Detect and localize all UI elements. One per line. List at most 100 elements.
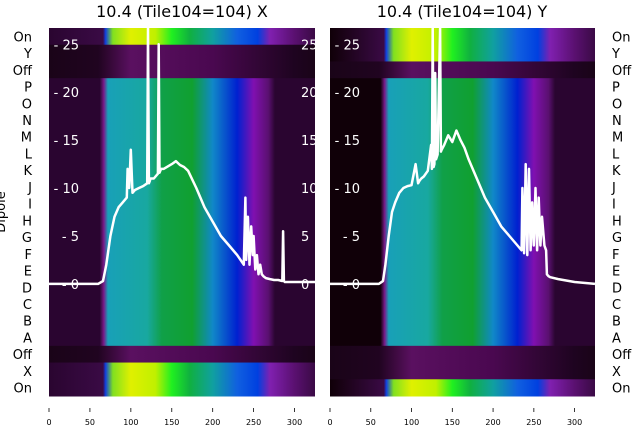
power-line-series	[330, 26, 596, 286]
heatmap-row-e	[49, 262, 315, 280]
heatmap-row-b	[49, 312, 315, 330]
heatmap-row-off	[49, 61, 315, 79]
row-label: J	[611, 181, 616, 196]
row-label: F	[612, 248, 619, 263]
row-label: F	[25, 248, 32, 263]
row-label: H	[22, 214, 32, 229]
row-label: On	[14, 382, 32, 397]
overlay-y-tick-label-clipped: 10	[301, 182, 318, 197]
row-label: B	[23, 315, 32, 330]
heatmap-row-p	[49, 78, 315, 96]
heatmap-row-h	[49, 212, 315, 230]
heatmap-row-on	[330, 28, 595, 46]
heatmap-row-on	[330, 379, 595, 397]
row-label: I	[612, 198, 616, 213]
row-label: Off	[13, 348, 33, 363]
y-axis-label: Dipole	[0, 191, 9, 232]
overlay-y-tick-label: - 15	[54, 134, 79, 149]
x-tick-label: 150	[445, 418, 460, 427]
x-tick-label: 300	[287, 418, 302, 427]
row-label: M	[612, 131, 623, 146]
heatmap-row-i	[330, 195, 595, 213]
row-label: L	[612, 147, 620, 162]
row-label: K	[612, 164, 621, 179]
heatmap-row-k	[49, 161, 315, 180]
overlay-y-tick-label: - 20	[335, 86, 360, 101]
heatmap-row-k	[330, 161, 595, 180]
panel-title: 10.4 (Tile104=104) Y	[377, 2, 548, 21]
x-tick-label: 250	[526, 418, 541, 427]
heatmap-row-j	[330, 178, 595, 196]
x-tick-label: 300	[567, 418, 582, 427]
x-tick-label: 0	[327, 418, 332, 427]
heatmap-row-d	[330, 278, 595, 297]
panel-title: 10.4 (Tile104=104) X	[96, 2, 268, 21]
row-label: I	[28, 198, 32, 213]
overlay-y-tick-label: - 0	[343, 278, 360, 293]
overlay-y-tick-label: - 25	[54, 38, 79, 53]
row-label: D	[22, 281, 32, 296]
row-label: K	[23, 164, 32, 179]
overlay-y-tick-label: - 5	[62, 230, 79, 245]
heatmap-row-e	[330, 262, 595, 280]
heatmap-row-off	[330, 61, 595, 79]
heatmap-row-c	[330, 295, 595, 313]
row-label: On	[612, 382, 630, 397]
row-label: N	[612, 114, 622, 129]
heatmap-row-off	[330, 345, 595, 364]
overlay-y-tick-label: - 10	[335, 182, 360, 197]
x-tick-label: 100	[404, 418, 419, 427]
x-tick-label: 50	[366, 418, 376, 427]
row-label: P	[24, 81, 32, 96]
row-label: C	[612, 298, 621, 313]
heatmap-row-n	[330, 111, 595, 129]
overlay-y-tick-label-clipped: 0	[301, 278, 309, 293]
heatmap-row-i	[49, 195, 315, 213]
overlay-y-tick-label: - 10	[54, 182, 79, 197]
heatmap-row-c	[49, 295, 315, 313]
heatmap-row-l	[330, 145, 595, 163]
heatmap-row-f	[330, 245, 595, 263]
overlay-y-tick-label: - 25	[335, 38, 360, 53]
heatmap-row-m	[330, 128, 595, 146]
heatmap-row-g	[330, 228, 595, 246]
overlay-y-tick-label-clipped: 5	[301, 230, 309, 245]
heatmap-row-n	[49, 111, 315, 129]
row-label: G	[612, 231, 622, 246]
heatmap-row-b	[330, 312, 595, 330]
row-label: On	[612, 30, 630, 45]
heatmap-row-j	[49, 178, 315, 196]
row-label: M	[21, 131, 32, 146]
heatmap-row-a	[49, 329, 315, 347]
row-label: Off	[612, 64, 632, 79]
x-tick-label: 200	[485, 418, 500, 427]
x-tick-label: 50	[85, 418, 95, 427]
row-label: D	[612, 281, 622, 296]
row-label: N	[22, 114, 32, 129]
row-label: A	[23, 331, 32, 346]
x-tick-label: 200	[205, 418, 220, 427]
row-label: Off	[13, 64, 33, 79]
heatmap-row-y	[330, 44, 595, 62]
row-label: Y	[611, 47, 620, 62]
heatmap-row-o	[330, 94, 595, 113]
row-label: J	[27, 181, 32, 196]
row-label: Y	[23, 47, 32, 62]
row-label: H	[612, 214, 622, 229]
heatmap-row-h	[330, 212, 595, 230]
x-tick-label: 250	[246, 418, 261, 427]
heatmap-row-off	[49, 345, 315, 364]
x-tick-label: 0	[46, 418, 51, 427]
x-tick-label: 100	[123, 418, 138, 427]
overlay-y-tick-label-clipped: 15	[301, 134, 318, 149]
heatmap-row-d	[49, 278, 315, 297]
heatmap-row-a	[330, 329, 595, 347]
heatmap-row-o	[49, 94, 315, 113]
row-label: P	[612, 81, 620, 96]
row-label: O	[612, 97, 622, 112]
heatmap-row-x	[330, 362, 595, 380]
heatmap-row-m	[49, 128, 315, 146]
row-label: O	[22, 97, 32, 112]
